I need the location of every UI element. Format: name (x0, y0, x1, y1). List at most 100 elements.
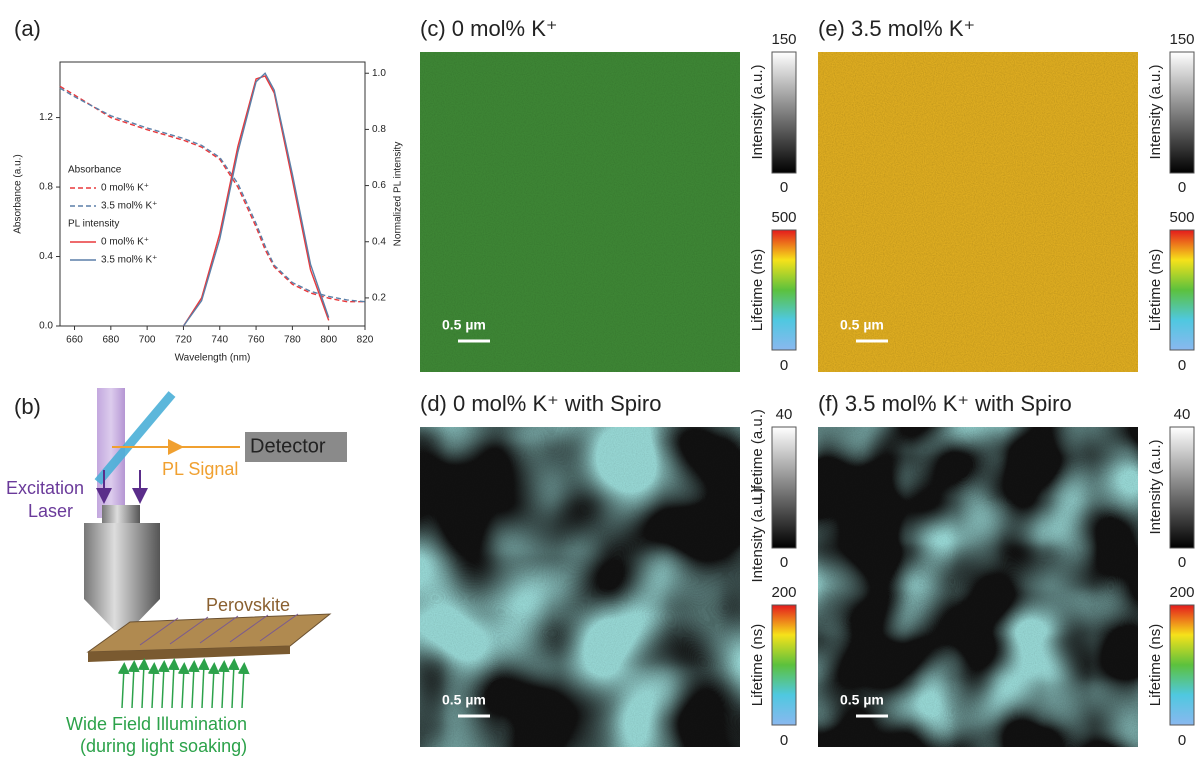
illumination-arrow (177, 662, 190, 709)
illumination-arrow (137, 658, 150, 709)
y-tick-label: 0.0 (39, 321, 53, 332)
illumination-arrow (227, 658, 240, 709)
colorbar-min: 0 (780, 554, 788, 571)
panel-label: (a) (14, 16, 41, 41)
objective-top (102, 505, 140, 523)
illumination-arrow (127, 660, 140, 709)
illumination-arrow (147, 662, 160, 709)
colorbar-min: 0 (780, 179, 788, 196)
colorbar-max: 500 (771, 209, 796, 226)
map-noise (818, 427, 1138, 747)
x-tick-label: 660 (66, 335, 83, 346)
legend-group: PL intensity (68, 219, 119, 230)
illumination-arrow (167, 658, 180, 709)
colorbar-max: 200 (771, 584, 796, 601)
x-tick-label: 720 (175, 335, 192, 346)
detector-label: Detector (250, 435, 326, 457)
scale-bar-label: 0.5 µm (840, 692, 884, 708)
y-tick-label: 0.4 (39, 251, 53, 262)
panel-label: (d) 0 mol% K⁺ with Spiro (420, 391, 661, 416)
colorbar-min: 0 (780, 357, 788, 374)
y-axis-label: Absorbance (a.u.) (13, 154, 24, 234)
panel-label: (f) 3.5 mol% K⁺ with Spiro (818, 391, 1072, 416)
x-tick-label: 760 (248, 335, 265, 346)
x-tick-label: 780 (284, 335, 301, 346)
intensity-colorbar (771, 51, 797, 174)
colorbar-label: Lifetime (ns) (749, 624, 766, 707)
x-tick-label: 820 (357, 335, 374, 346)
x-tick-label: 680 (102, 335, 119, 346)
colorbar-label: Intensity (a.u.) (749, 64, 766, 159)
colorbar-label: Intensity (a.u.) (1147, 439, 1164, 534)
map-noise (818, 52, 1138, 372)
y-tick-label: 0.8 (39, 182, 53, 193)
illumination-arrow (187, 660, 200, 709)
legend-entry: 0 mol% K⁺ (101, 183, 149, 194)
panel-label: (e) 3.5 mol% K⁺ (818, 16, 975, 41)
objective-body (84, 523, 160, 599)
y-tick-label: 1.2 (39, 112, 53, 123)
plot-frame (59, 61, 366, 327)
lifetime-colorbar (1169, 604, 1195, 726)
colorbar-max: 40 (1174, 406, 1191, 423)
colorbar-max: 150 (1169, 31, 1194, 48)
y2-tick-label: 1.0 (372, 68, 386, 79)
colorbar-label: Lifetime (a.u.) (749, 409, 766, 501)
x-axis-label: Wavelength (nm) (175, 353, 251, 364)
series-line (182, 72, 330, 327)
colorbar-max: 150 (771, 31, 796, 48)
illumination-arrow (217, 660, 230, 709)
illumination-arrow (117, 662, 130, 709)
colorbar-min: 0 (1178, 179, 1186, 196)
scale-bar-label: 0.5 µm (442, 317, 486, 333)
legend-group: Absorbance (68, 165, 122, 176)
y2-axis-label: Normalized PL intensity (393, 142, 404, 247)
colorbar-min: 0 (1178, 732, 1186, 749)
intensity-colorbar (1169, 51, 1195, 174)
colorbar-label: Lifetime (ns) (1147, 249, 1164, 332)
sample-label: Perovskite (206, 595, 290, 615)
absorbance-pl-chart: 660 680 700 720 740 760 780 800 820 0.0 0.4 0.8 1.2 0… (13, 61, 404, 364)
series-line (59, 85, 365, 303)
colorbar-max: 500 (1169, 209, 1194, 226)
scale-bar-label: 0.5 µm (840, 317, 884, 333)
colorbar-label: Lifetime (ns) (1147, 624, 1164, 707)
illumination-label: Wide Field Illumination (66, 714, 247, 734)
dichroic-mirror (94, 391, 176, 485)
panel-label: (b) (14, 394, 41, 419)
excitation-label: Excitation (6, 478, 84, 498)
x-tick-label: 700 (139, 335, 156, 346)
pl-signal-label: PL Signal (162, 459, 238, 479)
map-noise (420, 427, 740, 747)
illumination-arrow (157, 660, 170, 709)
illumination-arrow (197, 658, 210, 709)
image-panels: (c) 0 mol% K⁺ 0.5 µm 150 0 500 0 Intensity (a.… (420, 16, 1195, 749)
x-tick-label: 800 (320, 335, 337, 346)
laser-label: Laser (28, 501, 73, 521)
intensity-colorbar (771, 426, 797, 549)
illumination-arrow (237, 662, 250, 709)
panel-label: (c) 0 mol% K⁺ (420, 16, 558, 41)
lifetime-colorbar (771, 604, 797, 726)
lifetime-colorbar (1169, 229, 1195, 351)
illumination-arrow (207, 662, 220, 709)
colorbar-label: Intensity (a.u.) (749, 487, 766, 582)
setup-diagram: Detector PL Signal Excitation Laser Pero… (6, 388, 347, 756)
legend-entry: 3.5 mol% K⁺ (101, 201, 157, 212)
legend-entry: 0 mol% K⁺ (101, 237, 149, 248)
slab-edge (88, 646, 290, 662)
map-noise (420, 52, 740, 372)
detector-box (245, 432, 347, 462)
y2-tick-label: 0.4 (372, 236, 386, 247)
colorbar-label: Lifetime (ns) (749, 249, 766, 332)
colorbar-min: 0 (1178, 357, 1186, 374)
x-tick-label: 740 (211, 335, 228, 346)
legend-entry: 3.5 mol% K⁺ (101, 255, 157, 266)
y2-tick-label: 0.8 (372, 124, 386, 135)
colorbar-min: 0 (1178, 554, 1186, 571)
y2-tick-label: 0.2 (372, 293, 386, 304)
lifetime-colorbar (771, 229, 797, 351)
scale-bar-label: 0.5 µm (442, 692, 486, 708)
colorbar-max: 40 (776, 406, 793, 423)
